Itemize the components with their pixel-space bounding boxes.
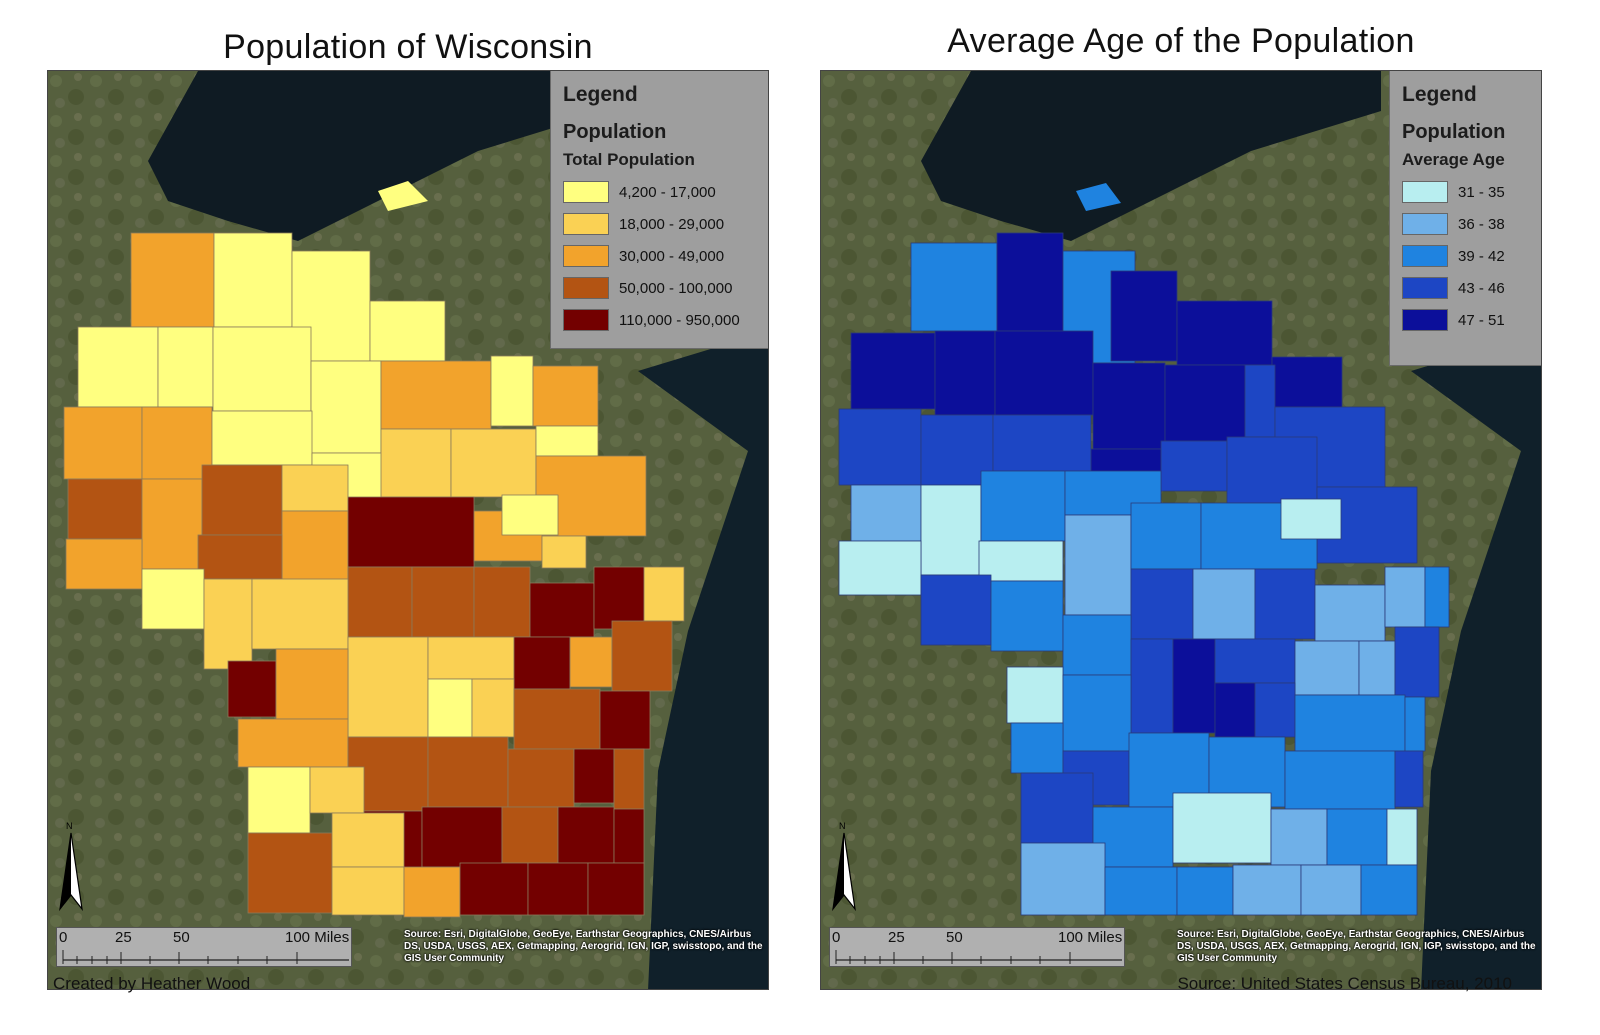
north-letter: N (839, 821, 846, 831)
scale-tick-0: 0 (59, 929, 68, 946)
legend-swatch (1402, 309, 1448, 331)
data-source-credit: Source: United States Census Bureau, 201… (1177, 974, 1512, 993)
legend-item: 30,000 - 49,000 (563, 240, 756, 272)
scale-tick-50: 50 (946, 929, 963, 946)
legend-item: 43 - 46 (1402, 272, 1529, 304)
author-credit: Created by Heather Wood (53, 974, 251, 993)
legend-label: 31 - 35 (1458, 183, 1505, 201)
lake-michigan (1411, 331, 1541, 989)
legend-swatch (1402, 277, 1448, 299)
north-letter: N (66, 821, 73, 831)
apostle-islands (378, 181, 428, 211)
average-age-map[interactable]: Legend Population Average Age 31 - 35 36… (820, 70, 1542, 990)
legend-swatch (563, 309, 609, 331)
legend-label: 18,000 - 29,000 (619, 215, 725, 233)
legend-label: 4,200 - 17,000 (619, 183, 716, 201)
legend-item: 36 - 38 (1402, 208, 1529, 240)
legend-swatch (563, 213, 609, 235)
legend-swatch (563, 181, 609, 203)
left-map-title: Population of Wisconsin (223, 28, 593, 66)
legend-title: Legend (1402, 83, 1477, 106)
legend-layer-name: Population (1402, 121, 1506, 143)
scale-bar: 0 25 50 100 Miles (829, 927, 1125, 967)
scale-tick-100: 100 Miles (285, 929, 350, 946)
population-legend: Legend Population Total Population 4,200… (550, 71, 768, 349)
legend-item: 31 - 35 (1402, 176, 1529, 208)
legend-label: 110,000 - 950,000 (619, 311, 740, 329)
legend-item: 110,000 - 950,000 (563, 304, 756, 336)
lake-superior (921, 71, 1381, 241)
basemap-source-credit: Source: Esri, DigitalGlobe, GeoEye, Eart… (404, 929, 763, 964)
legend-item: 47 - 51 (1402, 304, 1529, 336)
legend-label: 43 - 46 (1458, 279, 1505, 297)
scale-tick-50: 50 (173, 929, 190, 946)
scale-tick-100: 100 Miles (1058, 929, 1123, 946)
legend-field-name: Total Population (563, 150, 695, 169)
legend-item: 39 - 42 (1402, 240, 1529, 272)
county-choropleth (838, 232, 1450, 916)
apostle-islands (1076, 183, 1121, 211)
basemap-source-credit: Source: Esri, DigitalGlobe, GeoEye, Eart… (1177, 929, 1536, 964)
legend-item: 4,200 - 17,000 (563, 176, 756, 208)
scale-tick-25: 25 (888, 929, 905, 946)
lake-michigan (638, 331, 768, 989)
legend-item: 18,000 - 29,000 (563, 208, 756, 240)
legend-label: 30,000 - 49,000 (619, 247, 725, 265)
scale-bar: 0 25 50 100 Miles (56, 927, 352, 967)
legend-label: 50,000 - 100,000 (619, 279, 733, 297)
county-choropleth (63, 232, 685, 918)
legend-field-name: Average Age (1402, 150, 1505, 169)
lake-superior (148, 71, 608, 241)
legend-swatch (563, 277, 609, 299)
legend-swatch (1402, 181, 1448, 203)
scale-tick-0: 0 (832, 929, 841, 946)
legend-swatch (1402, 213, 1448, 235)
legend-label: 47 - 51 (1458, 311, 1505, 329)
legend-swatch (563, 245, 609, 267)
legend-title: Legend (563, 83, 638, 106)
scale-tick-25: 25 (115, 929, 132, 946)
right-map-title: Average Age of the Population (947, 22, 1415, 60)
legend-item: 50,000 - 100,000 (563, 272, 756, 304)
population-map[interactable]: Legend Population Total Population 4,200… (47, 70, 769, 990)
average-age-legend: Legend Population Average Age 31 - 35 36… (1389, 71, 1541, 366)
legend-label: 39 - 42 (1458, 247, 1505, 265)
legend-layer-name: Population (563, 121, 667, 143)
legend-label: 36 - 38 (1458, 215, 1505, 233)
legend-swatch (1402, 245, 1448, 267)
